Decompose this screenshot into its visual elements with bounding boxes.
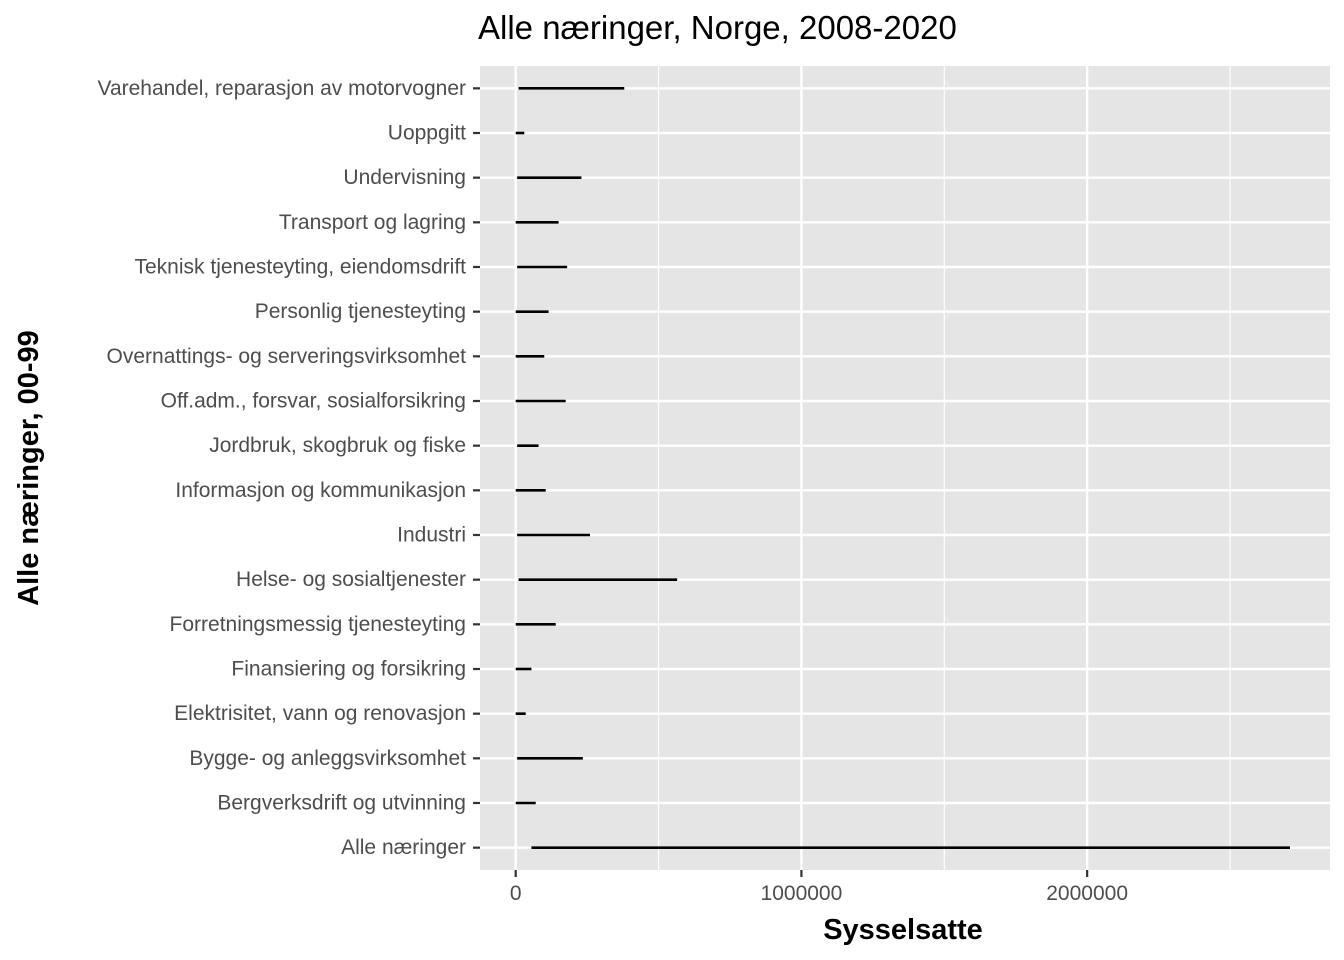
y-tick-label: Overnattings- og serveringsvirksomhet [107, 345, 467, 368]
x-tick-label: 0 [510, 882, 522, 905]
y-tick-label: Alle næringer [341, 836, 466, 859]
y-tick-label: Varehandel, reparasjon av motorvogner [98, 77, 467, 100]
y-tick-label: Finansiering og forsikring [231, 658, 466, 681]
y-axis: Alle næringer Bergverksdrift og utvinning… [98, 77, 480, 859]
y-tick-label: Teknisk tjenesteyting, eiendomsdrift [135, 256, 467, 279]
y-tick-label: Off.adm., forsvar, sosialforsikring [161, 390, 466, 413]
x-tick-label: 2000000 [1046, 882, 1128, 905]
y-tick-label: Industri [397, 524, 466, 547]
chart-title: Alle næringer, Norge, 2008-2020 [478, 9, 957, 46]
y-tick-label: Uoppgitt [388, 122, 466, 145]
y-tick-label: Helse- og sosialtjenester [236, 568, 466, 591]
y-tick-label: Jordbruk, skogbruk og fiske [209, 434, 466, 457]
grid-major [480, 66, 1330, 870]
plot-panel [480, 66, 1330, 870]
data-segments [515, 87, 1290, 849]
x-tick-label: 1000000 [761, 882, 843, 905]
y-tick-label: Informasjon og kommunikasjon [175, 479, 466, 502]
y-tick-label: Bygge- og anleggsvirksomhet [189, 747, 466, 770]
y-axis-title: Alle næringer, 00-99 [13, 330, 45, 606]
y-tick-label: Undervisning [343, 166, 466, 189]
y-tick-label: Bergverksdrift og utvinning [217, 792, 466, 815]
y-tick-label: Personlig tjenesteyting [255, 300, 466, 323]
x-axis: 0 1000000 2000000 [510, 870, 1128, 905]
x-axis-title: Sysselsatte [823, 914, 983, 946]
y-tick-label: Elektrisitet, vann og renovasjon [174, 702, 466, 725]
y-tick-label: Transport og lagring [279, 211, 466, 234]
y-tick-label: Forretningsmessig tjenesteyting [170, 613, 466, 636]
grid-minor [657, 66, 1231, 870]
